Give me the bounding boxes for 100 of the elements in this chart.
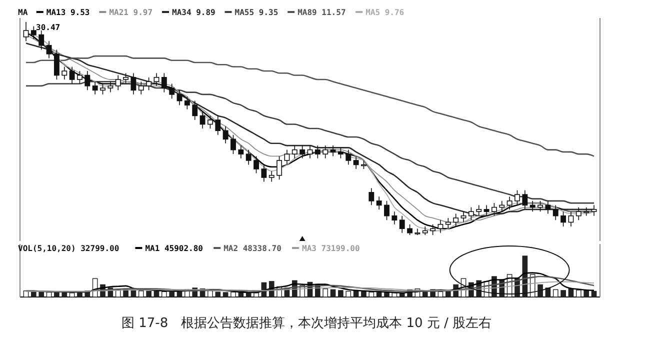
- candlestick: [161, 72, 167, 93]
- legend-label: MA5 9.76: [366, 8, 404, 17]
- candlestick: [491, 202, 497, 216]
- candlestick: [545, 200, 551, 214]
- candlestick: [200, 111, 206, 129]
- candlestick: [284, 149, 290, 166]
- candlestick: [530, 200, 536, 212]
- candlestick: [92, 81, 98, 95]
- legend-label: MA13 9.53: [46, 8, 90, 17]
- legend-label: MA1 45902.80: [145, 244, 204, 253]
- bar: [361, 291, 366, 298]
- candlestick: [138, 81, 144, 95]
- candlestick: [268, 170, 274, 182]
- candlestick: [207, 115, 213, 129]
- candlestick: [453, 213, 459, 227]
- candlestick: [430, 224, 436, 236]
- candlestick: [154, 72, 160, 86]
- candlestick: [307, 145, 313, 159]
- candlestick: [338, 147, 344, 159]
- bar: [538, 284, 543, 298]
- candlestick: [169, 83, 175, 100]
- candlestick: [276, 156, 282, 180]
- candlestick: [108, 81, 114, 93]
- candlestick: [591, 204, 597, 216]
- candlestick: [438, 220, 444, 234]
- bar: [215, 292, 221, 298]
- annotation: 30.47: [36, 23, 60, 32]
- legend-title: MA: [18, 8, 28, 17]
- bar: [591, 290, 597, 298]
- legend-label: MA3 73199.00: [302, 244, 360, 253]
- candlestick: [376, 196, 382, 210]
- candlestick: [62, 66, 68, 80]
- candlestick: [30, 26, 36, 40]
- candlestick: [460, 211, 466, 223]
- bar: [384, 292, 390, 298]
- bar: [552, 289, 558, 298]
- candlestick: [576, 206, 582, 220]
- candlestick: [514, 190, 520, 206]
- candlestick: [238, 145, 244, 159]
- bar: [399, 292, 405, 298]
- candlestick: [407, 224, 413, 236]
- candlestick: [522, 190, 528, 210]
- candlestick: [368, 188, 374, 206]
- candlestick: [254, 156, 259, 174]
- bar: [568, 288, 574, 298]
- candlestick: [84, 70, 90, 91]
- candlestick: [246, 149, 252, 166]
- candlestick: [130, 72, 136, 95]
- bar: [146, 290, 152, 298]
- candlestick: [384, 200, 390, 220]
- bar: [169, 292, 175, 298]
- candlestick: [222, 126, 228, 144]
- bar: [77, 292, 82, 298]
- bar: [208, 290, 213, 298]
- candlestick: [552, 204, 558, 220]
- candlestick: [538, 200, 543, 212]
- candlestick: [292, 145, 298, 159]
- candlestick: [215, 115, 221, 136]
- candlestick: [468, 206, 474, 220]
- candlestick: [77, 70, 82, 84]
- bar: [69, 292, 75, 298]
- bar: [330, 289, 336, 298]
- candlestick: [499, 200, 505, 212]
- bar: [246, 292, 252, 298]
- candlestick: [184, 96, 190, 110]
- legend-label: MA21 9.97: [109, 8, 153, 17]
- bar: [62, 292, 68, 298]
- bar: [238, 292, 244, 298]
- candlestick: [230, 134, 236, 154]
- candlestick: [484, 204, 490, 216]
- candlestick: [23, 22, 29, 42]
- bar: [230, 292, 236, 298]
- bar: [222, 292, 228, 298]
- bar: [584, 290, 589, 298]
- candlestick: [54, 49, 60, 80]
- bar: [138, 290, 144, 298]
- candlestick: [69, 66, 75, 84]
- legend-label: MA2 48338.70: [224, 244, 282, 253]
- candlestick: [392, 211, 398, 225]
- bar: [576, 290, 582, 298]
- bar: [54, 292, 60, 298]
- candlestick: [46, 40, 52, 59]
- bar: [376, 292, 382, 298]
- candlestick: [314, 145, 320, 159]
- legend-label: MA89 11.57: [298, 8, 346, 17]
- candlestick: [146, 76, 152, 91]
- bar: [254, 292, 259, 298]
- candlestick: [353, 156, 359, 170]
- candlestick: [445, 218, 451, 230]
- candlestick: [123, 72, 129, 84]
- candlestick: [261, 164, 267, 182]
- caption: 图 17-8 根据公告数据推算，本次增持平均成本 10 元 / 股左右: [121, 316, 492, 331]
- legend-label: MA55 9.35: [234, 8, 278, 17]
- candlestick: [414, 228, 420, 236]
- candlestick: [330, 145, 336, 157]
- candlestick: [399, 215, 405, 234]
- bar: [322, 288, 328, 298]
- bar: [161, 291, 167, 298]
- bar: [438, 291, 444, 298]
- candlestick: [476, 204, 482, 216]
